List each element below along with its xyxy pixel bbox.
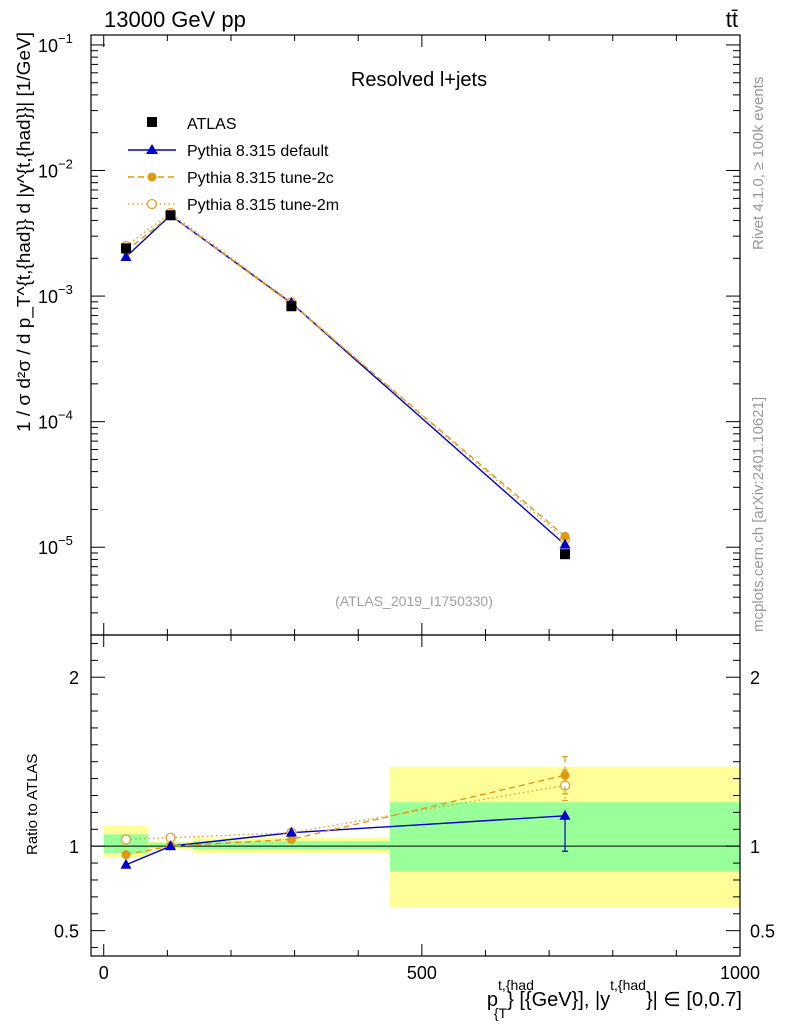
y-tick-exp-4: −5 bbox=[58, 533, 73, 548]
legend-label-tune2c: Pythia 8.315 tune-2c bbox=[187, 170, 334, 187]
main-point-atlas-0 bbox=[120, 243, 131, 254]
main-line-tune2m bbox=[125, 212, 566, 541]
legend-label-default: Pythia 8.315 default bbox=[187, 143, 329, 160]
y-tick-label-2: 10−3 bbox=[38, 282, 73, 307]
main-point-default-3 bbox=[559, 538, 571, 549]
y-tick-base-1: 10 bbox=[38, 162, 58, 182]
source-label: mcplots.cern.ch [arXiv:2401.10621] bbox=[750, 397, 767, 632]
ratio-series-lines bbox=[125, 774, 566, 866]
legend-marker-tune2c bbox=[147, 172, 157, 182]
y-tick-label-4: 10−5 bbox=[38, 533, 73, 558]
y-tick-exp-3: −4 bbox=[58, 408, 73, 423]
ratio-tick-label-right-0: 2 bbox=[750, 668, 760, 688]
main-line-default bbox=[125, 214, 566, 546]
x-label-sup2: t,{had bbox=[610, 977, 646, 993]
legend-marker-default bbox=[146, 144, 158, 154]
x-label-sub: {T bbox=[494, 1005, 508, 1021]
ratio-axes: 0 500 1000 2 2 1 1 0.5 0.5 bbox=[54, 634, 775, 983]
y-tick-exp-0: −1 bbox=[58, 31, 73, 46]
main-point-atlas-1 bbox=[165, 210, 176, 221]
ratio-point-default-3 bbox=[559, 809, 571, 820]
x-label-sup1: t,{had bbox=[498, 977, 534, 993]
ratio-tick-label-left-1: 1 bbox=[69, 837, 79, 857]
main-point-atlas-3 bbox=[560, 549, 571, 560]
ratio-tick-label-right-2: 0.5 bbox=[750, 922, 775, 942]
rivet-version-label: Rivet 4.1.0, ≥ 100k events bbox=[750, 77, 767, 250]
ratio-tick-label-left-2: 0.5 bbox=[54, 922, 79, 942]
y-tick-base-2: 10 bbox=[38, 287, 58, 307]
ratio-series-markers bbox=[120, 756, 571, 869]
x-tick-label-500: 500 bbox=[407, 963, 437, 983]
y-tick-base-0: 10 bbox=[38, 36, 58, 56]
y-tick-exp-1: −2 bbox=[58, 157, 73, 172]
main-point-tune2c-3 bbox=[560, 531, 570, 541]
y-tick-label-1: 10−2 bbox=[38, 157, 73, 182]
ratio-point-default-1 bbox=[165, 840, 177, 851]
x-label-mid: } [{GeV}], |y bbox=[507, 989, 610, 1011]
ratio-band-green-2 bbox=[192, 841, 391, 850]
main-series-lines bbox=[125, 212, 566, 546]
main-point-default-0 bbox=[120, 250, 132, 261]
ratio-point-tune2c-3 bbox=[560, 770, 570, 780]
y-tick-base-3: 10 bbox=[38, 413, 58, 433]
ratio-point-default-2 bbox=[285, 826, 297, 837]
main-axes: 10−110−210−310−410−5 bbox=[38, 31, 741, 636]
chart-title: Resolved l+jets bbox=[351, 69, 487, 91]
main-series-markers bbox=[120, 207, 571, 560]
y-axis-label: 1 / σ d²σ / d p_T^{t,{had}} d |y^{t,{had… bbox=[14, 32, 35, 432]
ratio-point-tune2m-0 bbox=[120, 834, 132, 845]
process-label: tt̄ bbox=[726, 7, 738, 32]
ratio-tick-label-right-1: 1 bbox=[750, 837, 760, 857]
x-label-p: p bbox=[487, 989, 498, 1011]
ratio-point-tune2c-0 bbox=[121, 850, 131, 860]
x-label-end: }| ∈ [0,0.7] bbox=[646, 989, 742, 1011]
legend-label-atlas: ATLAS bbox=[187, 116, 237, 133]
ratio-point-tune2c-2 bbox=[286, 834, 296, 844]
y-tick-exp-2: −3 bbox=[58, 282, 73, 297]
ratio-tick-label-left-0: 2 bbox=[69, 668, 79, 688]
legend: ATLAS Pythia 8.315 default Pythia 8.315 … bbox=[128, 116, 339, 214]
ratio-uncertainty-bands bbox=[91, 766, 740, 908]
x-axis-label: pt,{had {T} [{GeV}], |yt,{had}| ∈ [0,0.7] bbox=[487, 977, 742, 1021]
y-tick-label-3: 10−4 bbox=[38, 408, 73, 433]
analysis-label: (ATLAS_2019_I1750330) bbox=[335, 593, 493, 609]
main-line-tune2c bbox=[125, 214, 566, 537]
main-point-atlas-2 bbox=[286, 301, 297, 312]
x-tick-label-1000: 1000 bbox=[720, 963, 760, 983]
y-tick-base-4: 10 bbox=[38, 538, 58, 558]
energy-label: 13000 GeV pp bbox=[104, 7, 246, 32]
ratio-point-default-0 bbox=[120, 858, 132, 869]
legend-marker-atlas bbox=[147, 117, 157, 127]
x-tick-label-0: 0 bbox=[99, 963, 109, 983]
legend-marker-tune2m bbox=[146, 198, 158, 210]
y-tick-label-0: 10−1 bbox=[38, 31, 73, 56]
ratio-line-default bbox=[125, 815, 566, 866]
ratio-y-axis-label: Ratio to ATLAS bbox=[24, 754, 41, 855]
ratio-line-tune2c bbox=[125, 774, 566, 856]
legend-label-tune2m: Pythia 8.315 tune-2m bbox=[187, 197, 339, 214]
